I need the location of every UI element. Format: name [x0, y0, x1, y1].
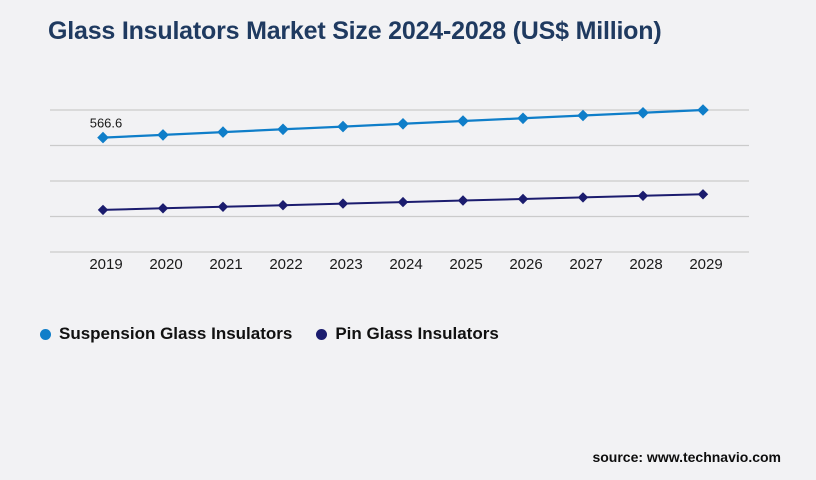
data-point-2027-suspension — [577, 109, 589, 122]
data-point-2020-pin — [157, 203, 169, 214]
x-axis-label-2022: 2022 — [269, 256, 302, 273]
x-axis-label-2020: 2020 — [149, 256, 182, 273]
data-label: 566.6 — [90, 116, 123, 131]
legend-item-1: Suspension Glass Insulators — [40, 324, 292, 344]
data-point-2025-suspension — [457, 115, 469, 127]
data-point-2023-pin — [337, 198, 349, 209]
data-point-2019-pin — [97, 204, 109, 216]
legend-marker-icon — [40, 328, 51, 340]
legend-item-2: Pin Glass Insulators — [316, 324, 499, 344]
legend: Suspension Glass Insulators Pin Glass Ins… — [40, 324, 499, 344]
data-point-2023-suspension — [337, 120, 349, 133]
data-point-2029-suspension — [697, 104, 709, 116]
legend-marker-icon — [316, 328, 328, 340]
data-point-2028-pin — [637, 190, 649, 201]
x-axis-label-2027: 2027 — [569, 256, 602, 273]
data-point-2020-suspension — [157, 129, 169, 141]
data-point-2027-pin — [577, 192, 589, 203]
legend-item-label: Pin Glass Insulators — [335, 324, 499, 343]
x-axis-label-2028: 2028 — [629, 256, 662, 273]
data-point-2026-pin — [517, 193, 529, 205]
data-point-2026-suspension — [517, 112, 529, 125]
x-axis-label-2025: 2025 — [449, 256, 482, 273]
source-attribution: source: www.technavio.com — [592, 449, 781, 465]
line-chart: 566.6 2019 2020 2021 2022 2023 2024 2025 2026 202… — [50, 104, 749, 273]
data-point-2022-pin — [277, 200, 289, 211]
data-point-2024-suspension — [397, 118, 409, 130]
x-axis-label-2026: 2026 — [509, 256, 542, 273]
x-axis-label-2024: 2024 — [389, 256, 422, 273]
data-point-2028-suspension — [637, 107, 649, 119]
data-point-2021-suspension — [217, 126, 229, 138]
data-point-2029-pin — [697, 189, 709, 200]
data-point-2022-suspension — [277, 123, 289, 136]
data-point-2025-pin — [457, 195, 469, 206]
legend-item-label: Suspension Glass Insulators — [59, 324, 293, 343]
x-axis-label-2023: 2023 — [329, 256, 362, 273]
x-axis-label-2019: 2019 — [89, 256, 122, 273]
data-point-2024-pin — [397, 196, 409, 208]
x-axis-label-2029: 2029 — [689, 256, 722, 273]
data-point-2021-pin — [217, 201, 229, 212]
x-axis-label-2021: 2021 — [209, 256, 242, 273]
data-point-2019-suspension — [97, 131, 109, 144]
chart-title: Glass Insulators Market Size 2024-2028 (… — [48, 17, 662, 45]
